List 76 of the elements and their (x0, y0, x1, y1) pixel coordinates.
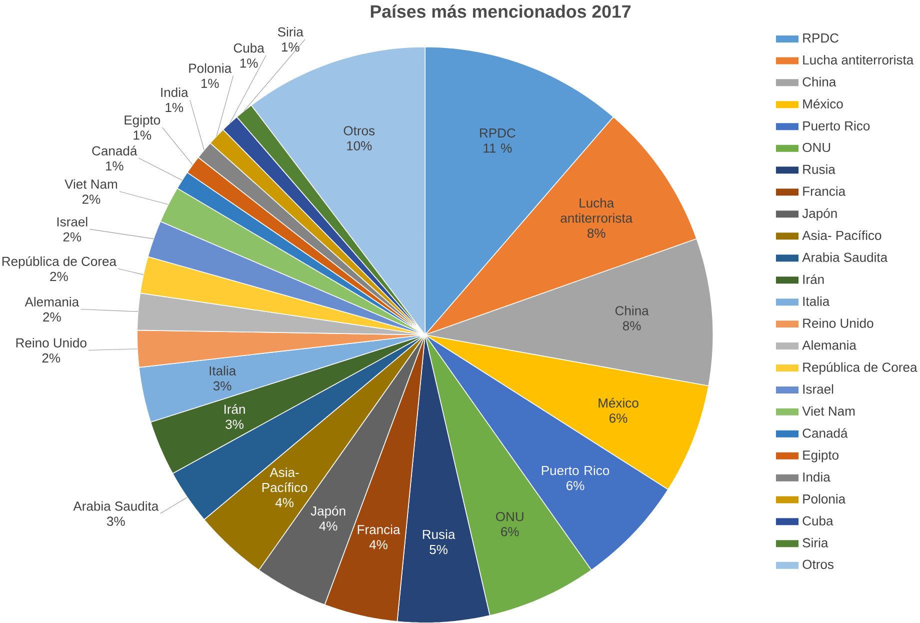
slice-label: China (615, 306, 649, 316)
legend-label: Siria (802, 538, 828, 548)
slice-label: Canadá (92, 146, 138, 156)
data-label: 6% (501, 526, 519, 536)
slice-label: Irán (224, 404, 245, 414)
legend-label: Asia- Pacífico (802, 230, 882, 240)
data-label: 8% (622, 321, 641, 330)
legend-label: Francia (803, 186, 846, 196)
data-label: 2% (63, 232, 82, 242)
data-label: 2% (42, 353, 60, 362)
legend-label: Egipto (803, 450, 839, 462)
slice-label: República de Corea (2, 256, 117, 268)
legend-label: Japón (802, 208, 837, 220)
slice-label: México (598, 398, 638, 408)
data-label: 4% (275, 498, 294, 508)
data-label: 4% (369, 540, 388, 550)
data-label: 2% (50, 272, 68, 281)
legend-label: Alemania (802, 340, 856, 350)
legend-label: ONU (802, 142, 830, 152)
slice-label: Japón (310, 506, 346, 518)
slice-label: Arabia Saudita (73, 501, 159, 511)
legend-label: Lucha antiterrorista (803, 54, 914, 64)
slice-label: Alemania (24, 296, 80, 306)
slice-label: Lucha antiterrorista (560, 198, 633, 223)
slice-label: Siria (278, 26, 304, 36)
legend-label: Cuba (802, 516, 834, 526)
data-label: 3% (226, 420, 244, 429)
legend-label: RPDC (803, 33, 839, 43)
data-label: 11 % (484, 143, 512, 153)
legend-label: Reino Unido (803, 318, 874, 328)
slice-label: Puerto Rico (542, 465, 610, 475)
data-label: 1% (282, 42, 300, 52)
data-label: 1% (106, 161, 124, 170)
legend-label: Irán (803, 274, 824, 284)
data-label: 3% (213, 381, 232, 390)
slice-label: ONU (496, 512, 524, 522)
data-label: 8% (588, 228, 606, 238)
legend-label: Canadá (802, 428, 848, 438)
slice-label: Cuba (234, 42, 264, 53)
slice-label: Israel (57, 216, 88, 226)
slice-label: RPDC (480, 128, 516, 138)
legend-label: México (803, 98, 843, 108)
legend-label: Polonia (803, 494, 846, 504)
slice-label: Polonia (189, 63, 232, 73)
slice-label: India (161, 87, 188, 97)
slice-label: Asia- Pacífico (262, 467, 308, 492)
legend-label: Puerto Rico (803, 120, 870, 130)
legend-label: Rusia (803, 164, 836, 174)
data-label: 1% (134, 130, 152, 140)
legend-label: Israel (803, 384, 834, 394)
data-label: 10% (347, 141, 372, 150)
data-label: 6% (610, 413, 628, 423)
data-label: 1% (201, 78, 219, 88)
slice-label: Francia (358, 524, 400, 534)
legend-label: Italia (803, 296, 830, 306)
slice-label: Egipto (124, 114, 160, 128)
legend-label: Arabia Saudita (802, 252, 888, 262)
slice-label: Viet Nam (64, 179, 118, 189)
data-label: 4% (319, 521, 338, 530)
slice-label: Otros (344, 126, 375, 136)
slice-label: Reino Unido (16, 338, 86, 348)
legend-label: China (802, 76, 836, 86)
chart-title: Países más mencionados 2017 (370, 4, 631, 18)
slice-label: Rusia (422, 529, 456, 539)
legend-label: Viet Nam (802, 406, 855, 416)
legend-label: India (803, 472, 830, 482)
data-label: 1% (240, 58, 258, 68)
slice-label: Italia (210, 366, 236, 376)
legend-label: República de Corea (803, 362, 918, 374)
data-label: 3% (106, 516, 125, 526)
data-label: 2% (82, 194, 100, 204)
data-label: 1% (166, 102, 184, 112)
legend-label: Otros (802, 560, 834, 569)
data-label: 2% (43, 312, 61, 322)
data-label: 6% (566, 480, 584, 490)
data-label: 5% (430, 544, 448, 554)
